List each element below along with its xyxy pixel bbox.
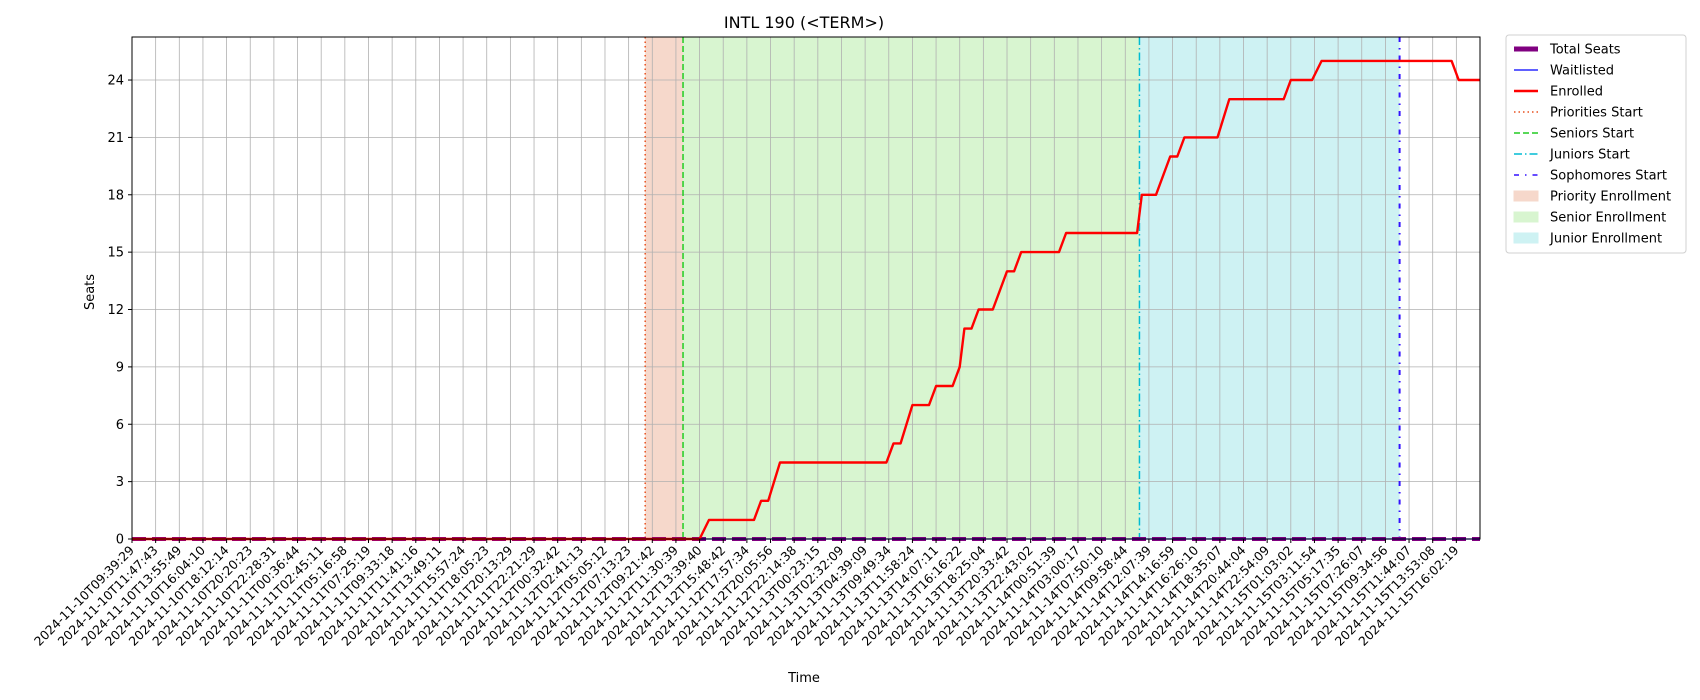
x-axis-ticks: 2024-11-10T09:39:292024-11-10T11:47:4320… — [31, 539, 1462, 649]
x-axis-label: Time — [787, 671, 820, 686]
span-1 — [683, 37, 1140, 539]
series-line-2 — [132, 59, 1480, 541]
legend-label: Sophomores Start — [1550, 169, 1667, 184]
legend-label: Seniors Start — [1550, 127, 1634, 142]
span-0 — [645, 37, 684, 539]
legend-label: Priorities Start — [1550, 106, 1643, 121]
enrollment-spans — [645, 37, 1400, 539]
y-tick-label: 6 — [116, 418, 124, 433]
span-2 — [1139, 37, 1400, 539]
legend-swatch — [1513, 232, 1539, 244]
grid-lines — [131, 37, 1480, 540]
y-tick-label: 15 — [107, 246, 124, 261]
y-tick-label: 12 — [107, 303, 124, 318]
y-tick-label: 3 — [116, 475, 124, 490]
legend-swatch — [1513, 211, 1539, 223]
chart-title: INTL 190 (<TERM>) — [724, 13, 884, 32]
plot-frame — [131, 36, 1481, 540]
legend-label: Juniors Start — [1549, 148, 1630, 163]
y-tick-label: 0 — [116, 533, 124, 548]
legend-swatch — [1513, 190, 1539, 202]
period-start-lines — [644, 37, 1401, 539]
y-tick-label: 21 — [107, 131, 124, 146]
legend-label: Enrolled — [1550, 85, 1603, 100]
legend-label: Priority Enrollment — [1550, 190, 1671, 205]
legend-label: Senior Enrollment — [1550, 211, 1666, 226]
y-axis-label: Seats — [83, 274, 98, 310]
y-tick-label: 9 — [116, 360, 124, 375]
legend-label: Junior Enrollment — [1549, 232, 1662, 247]
y-tick-label: 24 — [107, 74, 124, 89]
legend-label: Total Seats — [1549, 43, 1621, 58]
y-tick-label: 18 — [107, 188, 124, 203]
legend-box — [1505, 34, 1687, 254]
chart-legend: Total Seats Waitlisted Enrolled Priorities … — [1505, 34, 1687, 254]
legend-label: Waitlisted — [1550, 64, 1614, 79]
y-axis-ticks: 0 3 6 9 12 15 18 21 24 — [107, 74, 132, 548]
